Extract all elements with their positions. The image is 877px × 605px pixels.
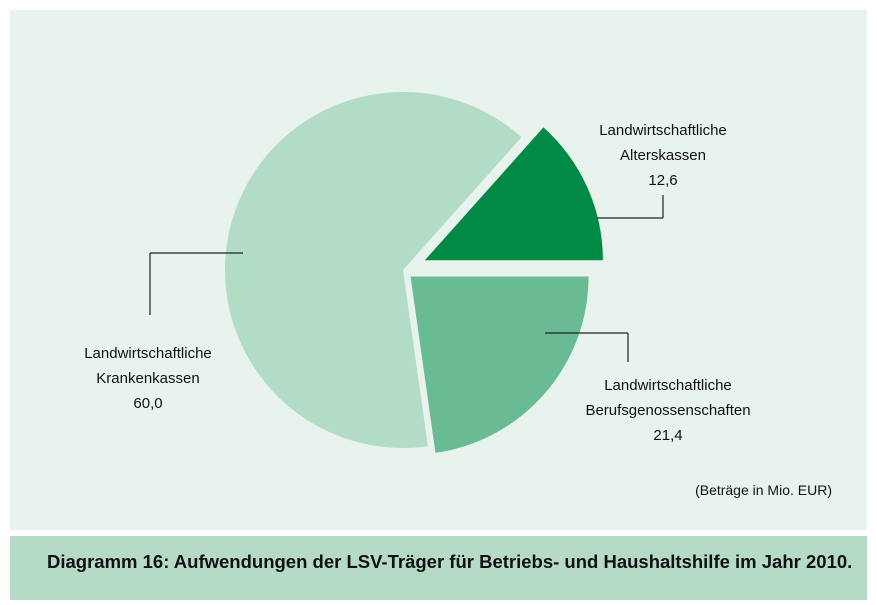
pie-slice bbox=[410, 276, 589, 453]
caption-band bbox=[10, 536, 867, 600]
slice-label: Landwirtschaftliche Berufsgenossenschaft… bbox=[585, 377, 751, 419]
value-label: 21,4 bbox=[653, 427, 683, 444]
value-label: 12,6 bbox=[648, 172, 678, 189]
slice-label: Landwirtschaftliche Krankenkassen bbox=[84, 345, 212, 387]
pie-slice bbox=[224, 91, 522, 448]
pie-slice bbox=[424, 127, 603, 261]
caption: Diagramm 16: Aufwendungen der LSV-Träger… bbox=[47, 551, 853, 572]
slice-label: Landwirtschaftliche Alterskassen bbox=[599, 122, 727, 164]
unit-note: (Beträge in Mio. EUR) bbox=[695, 482, 832, 498]
value-label: 60,0 bbox=[133, 395, 163, 412]
